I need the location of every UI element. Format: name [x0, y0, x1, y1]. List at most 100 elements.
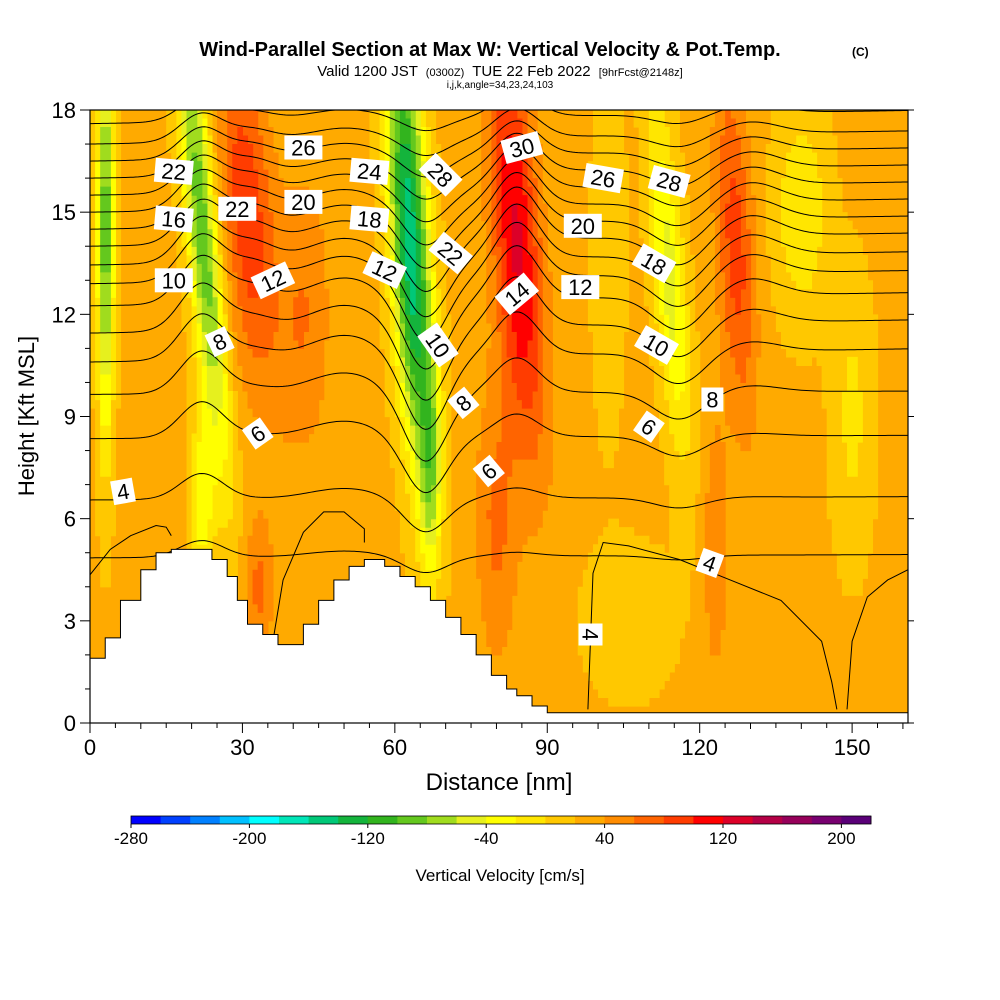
contour-label-text: 20 — [571, 214, 595, 239]
w-band-1 — [90, 110, 879, 707]
colorbar-swatch-13 — [515, 816, 546, 824]
colorbar-tick-label-0: -280 — [114, 829, 148, 848]
colorbar-swatch-18 — [663, 816, 694, 824]
isentrope-6 — [90, 472, 908, 533]
colorbar-swatch-16 — [604, 816, 635, 824]
contour-label-4: 4 — [110, 477, 136, 506]
chart-subtitle: Valid 1200 JST (0300Z) TUE 22 Feb 2022 [… — [317, 63, 682, 80]
colorbar-tick-label-1: -200 — [232, 829, 266, 848]
y-tick-label-3: 3 — [64, 609, 76, 634]
contour-label-box — [634, 325, 679, 365]
contour-label-20: 20 — [284, 189, 323, 215]
contour-label-16: 16 — [153, 205, 194, 233]
contour-label-box — [349, 205, 390, 233]
colorbar-swatch-0 — [131, 816, 161, 824]
colorbar-swatch-21 — [752, 816, 783, 824]
contour-label-text: 10 — [162, 268, 186, 293]
contour-label-text: 18 — [356, 206, 383, 233]
colorbar-swatch-1 — [160, 816, 191, 824]
y-axis: 0 3 6 9 12 15 18 — [52, 98, 914, 736]
contour-label-box — [153, 157, 194, 185]
contour-label-8: 8 — [204, 326, 235, 358]
w-band-14 — [511, 203, 523, 298]
contour-label-4: 4 — [578, 623, 603, 646]
contour-label-text: 22 — [225, 197, 249, 222]
contour-label-text: 22 — [160, 158, 187, 185]
contour-label-box — [362, 251, 407, 290]
colorbar-swatch-17 — [634, 816, 665, 824]
contour-label-26: 26 — [582, 162, 624, 194]
contour-label-box — [428, 231, 473, 275]
contour-label-box — [695, 547, 725, 578]
contour-label-box — [284, 135, 323, 160]
subtitle-date: TUE 22 Feb 2022 — [472, 63, 590, 80]
colorbar-tick-label-6: 200 — [827, 829, 855, 848]
isentrope-14 — [90, 276, 908, 401]
chart-indices: i,j,k,angle=34,23,24,103 — [447, 80, 554, 91]
colorbar-swatch-23 — [811, 816, 842, 824]
contour-label-box — [241, 417, 274, 450]
contour-label-box — [582, 162, 624, 194]
subtitle-valid: Valid 1200 JST — [317, 63, 417, 80]
y-tick-label-9: 9 — [64, 405, 76, 430]
contour-label-box — [561, 275, 600, 300]
w-band-12 — [405, 178, 416, 315]
isentrope-lower-1 — [272, 511, 365, 642]
colorbar-swatch-8 — [367, 816, 398, 824]
colorbar-tick-label-3: -40 — [474, 829, 499, 848]
contour-label-18: 18 — [349, 205, 390, 233]
colorbar-swatch-20 — [723, 816, 753, 824]
colorbar-swatch-14 — [545, 816, 576, 824]
colorbar-frame — [130, 815, 872, 825]
isentrope-24 — [90, 172, 908, 269]
contour-label-box — [447, 386, 480, 420]
colorbar-swatch-5 — [279, 816, 309, 824]
contour-label-text: 26 — [291, 136, 315, 161]
contour-label-box — [417, 322, 459, 368]
colorbar-swatch-15 — [575, 816, 605, 824]
x-tick-label-0: 0 — [84, 735, 96, 760]
colorbar-swatch-7 — [338, 816, 369, 824]
contour-label-box — [500, 130, 544, 165]
isentrope-28 — [90, 145, 908, 223]
contour-label-20: 20 — [563, 213, 602, 239]
y-tick-label-12: 12 — [52, 302, 76, 327]
isentrope-18 — [90, 221, 908, 342]
contour-label-box — [250, 261, 296, 300]
title-mark: (C) — [852, 45, 869, 59]
contour-label-box — [154, 268, 193, 293]
potential-temperature-contours — [90, 110, 908, 710]
x-axis: 0 30 60 90 120 150 — [84, 723, 904, 760]
contour-label-8: 8 — [701, 387, 724, 413]
colorbar-swatch-2 — [190, 816, 221, 824]
colorbar-swatch-3 — [219, 816, 250, 824]
y-tick-label-18: 18 — [52, 98, 76, 123]
isentrope-30 — [90, 132, 908, 200]
isentrope-lower-0 — [90, 524, 172, 576]
isentrope-16 — [90, 245, 908, 370]
y-tick-label-0: 0 — [64, 711, 76, 736]
contour-label-box — [218, 196, 257, 221]
contour-label-12: 12 — [561, 275, 600, 300]
y-axis-label: Height [Kft MSL] — [14, 336, 39, 496]
contour-label-box — [110, 477, 136, 506]
x-tick-label-30: 30 — [230, 735, 254, 760]
isentrope-8 — [90, 401, 908, 494]
contour-label-text: 12 — [568, 275, 592, 300]
contour-label-box — [472, 454, 505, 488]
w-band-10 — [394, 110, 432, 469]
terrain — [90, 548, 908, 723]
y-tick-label-15: 15 — [52, 200, 76, 225]
w-band-8 — [227, 110, 752, 613]
colorbar-swatch-19 — [693, 816, 724, 824]
contour-label-24: 24 — [349, 157, 390, 185]
contour-label-text: 24 — [356, 158, 383, 185]
colorbar-tick-label-4: 40 — [595, 829, 614, 848]
isentrope-26 — [90, 158, 908, 246]
contour-label-text: 16 — [160, 206, 187, 233]
subtitle-forecast: [9hrFcst@2148z] — [599, 67, 683, 79]
y-tick-label-6: 6 — [64, 507, 76, 532]
contour-label-text: 4 — [115, 479, 131, 506]
contour-label-box — [204, 326, 235, 358]
colorbar-swatch-12 — [486, 816, 517, 824]
